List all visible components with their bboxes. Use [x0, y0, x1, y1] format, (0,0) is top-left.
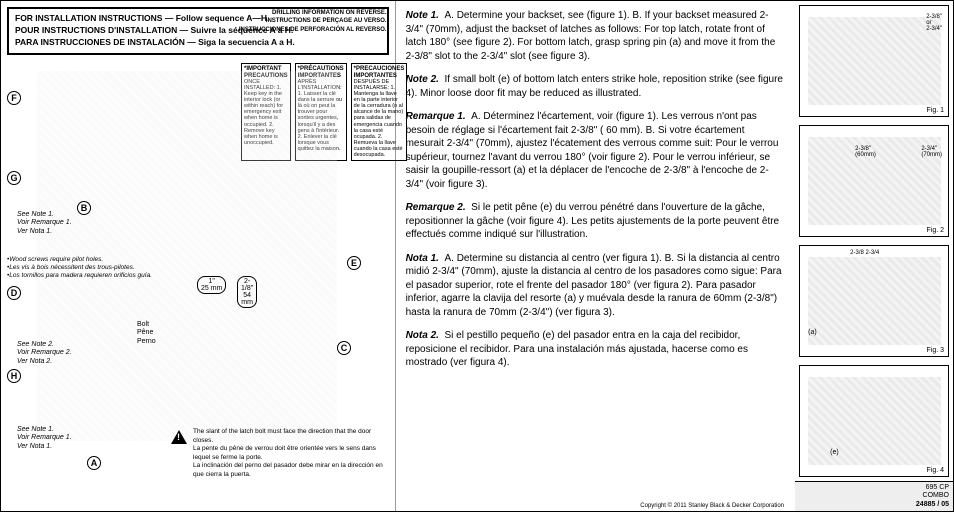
remarque2: Remarque 2. Si le petit pêne (e) du verr…	[406, 201, 786, 242]
fig4-art	[808, 377, 941, 465]
label-g: G	[7, 171, 21, 185]
note1-ref-b: See Note 1. Voir Remarque 1. Ver Nota 1.	[17, 211, 72, 236]
drill-en: DRILLING INFORMATION ON REVERSE.	[239, 9, 387, 17]
figures-column: 2-3/8" or 2-3/4" Fig. 1 2-3/8" (60mm) 2-…	[795, 1, 953, 511]
label-a: A	[87, 456, 101, 470]
precaution-es: *PRECAUCIONES IMPORTANTESDESPUÉS DE INST…	[351, 63, 408, 161]
drill-es: INSTRUCCIONES DE PERFORACIÓN AL REVERSO.	[239, 26, 387, 34]
fig3-art	[808, 257, 941, 345]
fig1-label: Fig. 1	[926, 107, 944, 114]
label-c: C	[337, 341, 351, 355]
fig3-dims: 2-3/8 2-3/4	[850, 250, 879, 256]
figure-2: 2-3/8" (60mm) 2-3/4" (70mm) Fig. 2	[799, 125, 949, 237]
label-d: D	[7, 286, 21, 300]
fig2-dim2: 2-3/4" (70mm)	[921, 146, 942, 158]
dim-2in: 2-1/8" 54 mm	[237, 276, 257, 308]
note2-en: Note 2. If small bolt (e) of bottom latc…	[406, 73, 786, 100]
dim-1in: 1" 25 mm	[197, 276, 226, 294]
fig2-dim1: 2-3/8" (60mm)	[855, 146, 876, 158]
label-f: F	[7, 91, 21, 105]
part-number-box: 695 CP COMBO 24885 / 05	[795, 481, 953, 511]
header-es: PARA INSTRUCCIONES DE INSTALACIÓN — Siga…	[15, 37, 381, 47]
nota2: Nota 2. Si el pestillo pequeño (e) del p…	[406, 329, 786, 370]
nota1: Nota 1. A. Determine su distancia al cen…	[406, 252, 786, 320]
left-column: FOR INSTALLATION INSTRUCTIONS — Follow s…	[1, 1, 396, 511]
fig1-dim: 2-3/8" or 2-3/4"	[926, 14, 942, 32]
bolt-label: Bolt Pêne Perno	[137, 321, 156, 346]
warning-icon	[171, 430, 187, 444]
note1-ref-a: See Note 1. Voir Remarque 1. Ver Nota 1.	[17, 426, 72, 451]
fig3-label: Fig. 3	[926, 347, 944, 354]
label-h: H	[7, 369, 21, 383]
figure-3: 2-3/8 2-3/4 (a) Fig. 3	[799, 245, 949, 357]
page: FOR INSTALLATION INSTRUCTIONS — Follow s…	[0, 0, 954, 512]
fig2-label: Fig. 2	[926, 227, 944, 234]
fig4-label: Fig. 4	[926, 467, 944, 474]
screw-notes: •Wood screws require pilot holes. •Les v…	[7, 256, 152, 280]
copyright: Copyright © 2011 Stanley Black & Decker …	[640, 503, 784, 509]
fig4-e: (e)	[830, 449, 839, 456]
fig3-a: (a)	[808, 329, 817, 336]
label-b: B	[77, 201, 91, 215]
drill-info: DRILLING INFORMATION ON REVERSE. INSTRUC…	[239, 9, 387, 34]
note1-en: Note 1. A. Determine your backset, see (…	[406, 9, 786, 63]
label-e: E	[347, 256, 361, 270]
caution-box: The slant of the latch bolt must face th…	[171, 428, 387, 479]
figure-4: (e) Fig. 4	[799, 365, 949, 477]
remarque1: Remarque 1. A. Déterminez l'écartement, …	[406, 110, 786, 191]
caution-text: The slant of the latch bolt must face th…	[193, 428, 387, 479]
drill-fr: INSTRUCTIONS DE PERÇAGE AU VERSO.	[239, 17, 387, 25]
note2-ref: See Note 2. Voir Remarque 2. Ver Nota 2.	[17, 341, 72, 366]
fig1-art	[808, 17, 941, 105]
figure-1: 2-3/8" or 2-3/4" Fig. 1	[799, 5, 949, 117]
notes-column: Note 1. A. Determine your backset, see (…	[396, 1, 796, 511]
